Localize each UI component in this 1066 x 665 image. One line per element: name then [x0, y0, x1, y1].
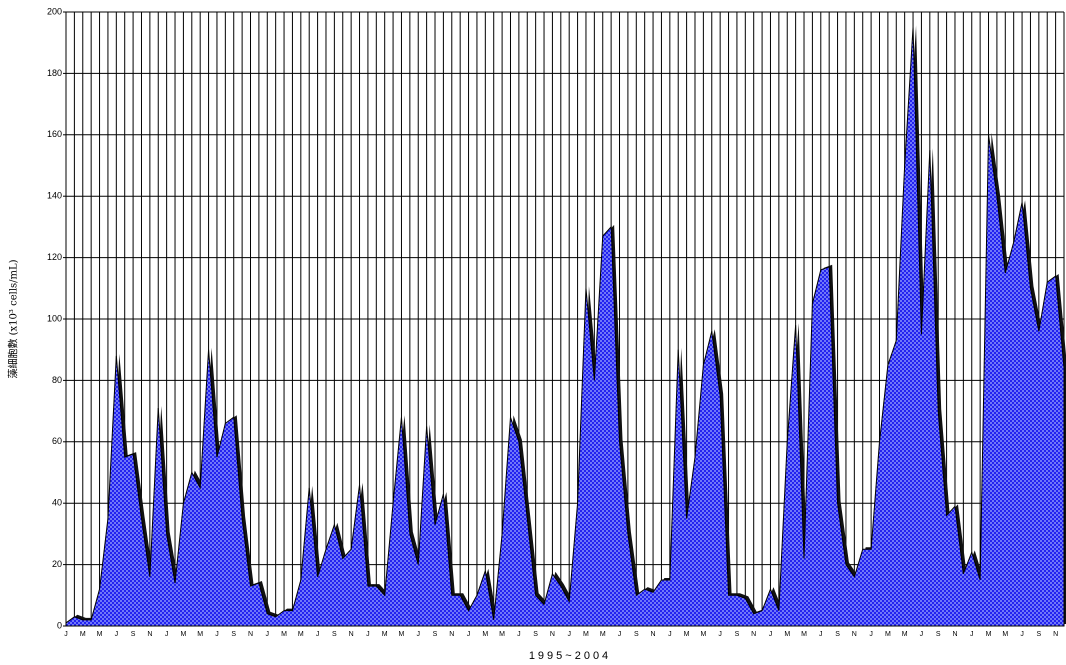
y-tick-label: 120 — [47, 252, 62, 262]
x-tick-label: J — [165, 631, 169, 638]
x-tick-label: M — [583, 631, 589, 638]
x-tick-label: N — [751, 631, 756, 638]
x-tick-label: M — [902, 631, 908, 638]
x-tick-label: N — [349, 631, 354, 638]
x-axis-label: 1995~2004 — [529, 650, 611, 662]
x-tick-label: M — [1002, 631, 1008, 638]
x-tick-label: S — [131, 631, 136, 638]
x-tick-label: N — [952, 631, 957, 638]
x-tick-label: M — [97, 631, 103, 638]
x-tick-label: N — [550, 631, 555, 638]
x-tick-label: M — [382, 631, 388, 638]
y-tick-label: 180 — [47, 68, 62, 78]
x-tick-label: N — [1053, 631, 1058, 638]
x-tick-label: N — [449, 631, 454, 638]
x-tick-label: N — [248, 631, 253, 638]
x-tick-label: S — [332, 631, 337, 638]
x-tick-label: J — [467, 631, 471, 638]
x-tick-label: N — [651, 631, 656, 638]
y-tick-label: 100 — [47, 313, 62, 323]
x-tick-label: S — [634, 631, 639, 638]
x-tick-label: M — [499, 631, 505, 638]
x-tick-label: M — [700, 631, 706, 638]
x-tick-label: J — [618, 631, 622, 638]
x-tick-label: J — [920, 631, 924, 638]
y-tick-label: 20 — [52, 559, 62, 569]
x-tick-label: J — [970, 631, 974, 638]
x-tick-label: S — [735, 631, 740, 638]
x-tick-label: J — [266, 631, 270, 638]
x-tick-label: J — [416, 631, 420, 638]
x-tick-label: M — [801, 631, 807, 638]
x-tick-label: J — [366, 631, 370, 638]
x-tick-label: J — [215, 631, 219, 638]
x-tick-label: M — [600, 631, 606, 638]
x-tick-label: M — [482, 631, 488, 638]
x-tick-label: J — [869, 631, 873, 638]
y-tick-label: 40 — [52, 498, 62, 508]
x-tick-label: S — [433, 631, 438, 638]
x-tick-label: S — [533, 631, 538, 638]
x-tick-label: M — [281, 631, 287, 638]
x-tick-label: S — [835, 631, 840, 638]
x-tick-label: J — [718, 631, 722, 638]
x-tick-label: N — [852, 631, 857, 638]
x-tick-label: M — [684, 631, 690, 638]
y-tick-label: 140 — [47, 191, 62, 201]
x-tick-label: M — [986, 631, 992, 638]
x-tick-label: J — [115, 631, 119, 638]
x-tick-label: N — [147, 631, 152, 638]
x-tick-label: J — [819, 631, 823, 638]
y-tick-label: 80 — [52, 375, 62, 385]
x-tick-label: M — [180, 631, 186, 638]
y-axis-label: 藻細胞數 (x10³ cells/mL) — [7, 259, 20, 378]
y-tick-label: 200 — [47, 6, 62, 16]
x-tick-label: M — [298, 631, 304, 638]
x-tick-label: J — [64, 631, 68, 638]
x-tick-label: J — [668, 631, 672, 638]
x-tick-label: J — [1020, 631, 1024, 638]
x-tick-label: J — [316, 631, 320, 638]
x-tick-label: J — [769, 631, 773, 638]
x-tick-label: M — [197, 631, 203, 638]
x-tick-label: S — [1037, 631, 1042, 638]
x-tick-label: M — [399, 631, 405, 638]
y-tick-label: 0 — [57, 620, 62, 630]
y-tick-label: 160 — [47, 129, 62, 139]
x-tick-label: M — [885, 631, 891, 638]
x-tick-label: J — [517, 631, 521, 638]
x-tick-label: J — [567, 631, 571, 638]
x-tick-label: M — [80, 631, 86, 638]
y-tick-label: 60 — [52, 436, 62, 446]
x-tick-label: S — [231, 631, 236, 638]
x-tick-label: M — [784, 631, 790, 638]
x-tick-label: S — [936, 631, 941, 638]
area — [65, 27, 1065, 627]
